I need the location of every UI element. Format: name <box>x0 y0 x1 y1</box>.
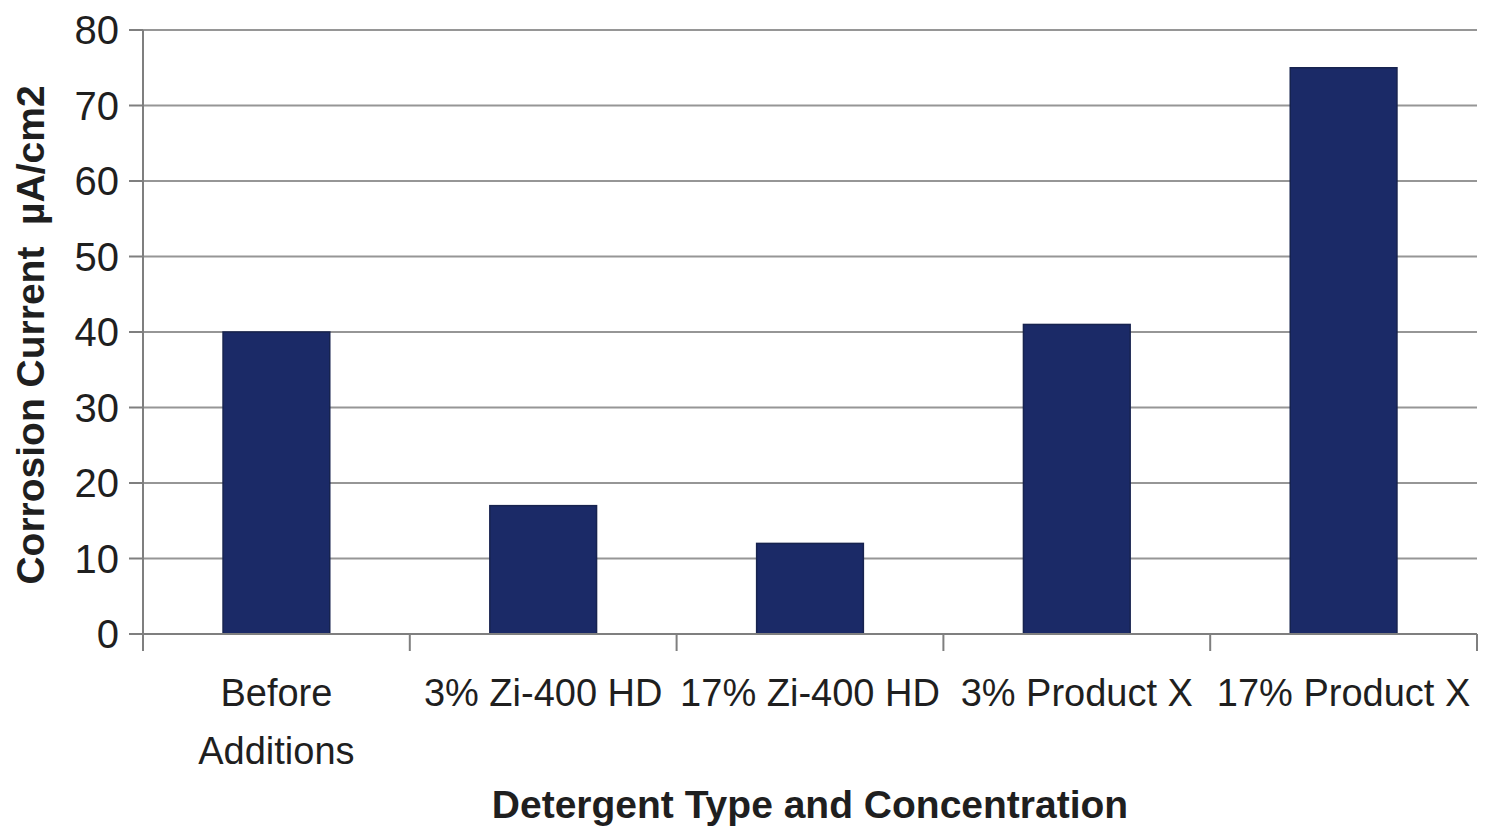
y-tick-label-30: 30 <box>75 386 120 430</box>
x-tick-label: 3% Zi-400 HD <box>424 672 663 714</box>
y-tick-label-50: 50 <box>75 235 120 279</box>
y-tick-label-80: 80 <box>75 8 120 52</box>
bar-17-zi-400-hd <box>757 543 864 634</box>
x-tick-label: 17% Zi-400 HD <box>680 672 940 714</box>
y-tick-label-40: 40 <box>75 310 120 354</box>
gridlines <box>143 30 1477 559</box>
bar-before-additions <box>223 332 330 634</box>
bar-3-zi-400-hd <box>490 506 597 634</box>
bar-chart: 0 10 20 30 40 50 60 70 80 Before Additions 3% Zi-4… <box>0 0 1500 835</box>
y-tick-label-10: 10 <box>75 537 120 581</box>
x-tick-label: 17% Product X <box>1217 672 1470 714</box>
bars <box>223 68 1397 634</box>
bar-3-product-x <box>1023 324 1130 634</box>
chart-svg: 0 10 20 30 40 50 60 70 80 Before Additions 3% Zi-4… <box>0 0 1500 835</box>
y-axis-tick-labels: 0 10 20 30 40 50 60 70 80 <box>75 8 120 656</box>
x-tick-label: Before <box>220 672 332 714</box>
x-axis-title: Detergent Type and Concentration <box>492 783 1128 826</box>
y-tick-label-60: 60 <box>75 159 120 203</box>
x-tick-label: 3% Product X <box>961 672 1193 714</box>
bar-17-product-x <box>1290 68 1397 634</box>
x-tick-label: Additions <box>198 730 354 772</box>
y-tick-label-20: 20 <box>75 461 120 505</box>
y-tick-label-0: 0 <box>97 612 119 656</box>
y-axis-title: Corrosion Current µA/cm2 <box>9 85 52 584</box>
x-axis-tick-labels: Before Additions 3% Zi-400 HD 17% Zi-400 HD… <box>198 672 1470 772</box>
y-tick-label-70: 70 <box>75 84 120 128</box>
